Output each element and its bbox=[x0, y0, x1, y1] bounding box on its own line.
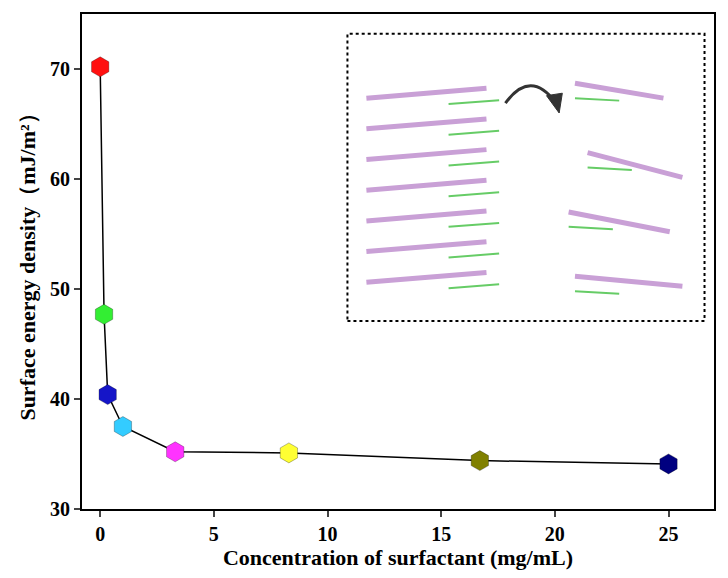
svg-text:60: 60 bbox=[50, 168, 70, 190]
svg-text:Concentration of surfactant (m: Concentration of surfactant (mg/mL) bbox=[223, 545, 573, 570]
svg-text:25: 25 bbox=[659, 523, 679, 545]
svg-text:40: 40 bbox=[50, 388, 70, 410]
svg-text:50: 50 bbox=[50, 278, 70, 300]
svg-text:0: 0 bbox=[95, 523, 105, 545]
svg-text:70: 70 bbox=[50, 58, 70, 80]
svg-text:15: 15 bbox=[431, 523, 451, 545]
svg-text:5: 5 bbox=[209, 523, 219, 545]
svg-text:Surface energy density（mJ/m²）: Surface energy density（mJ/m²） bbox=[15, 102, 40, 420]
svg-text:20: 20 bbox=[545, 523, 565, 545]
svg-text:30: 30 bbox=[50, 498, 70, 520]
svg-text:10: 10 bbox=[318, 523, 338, 545]
